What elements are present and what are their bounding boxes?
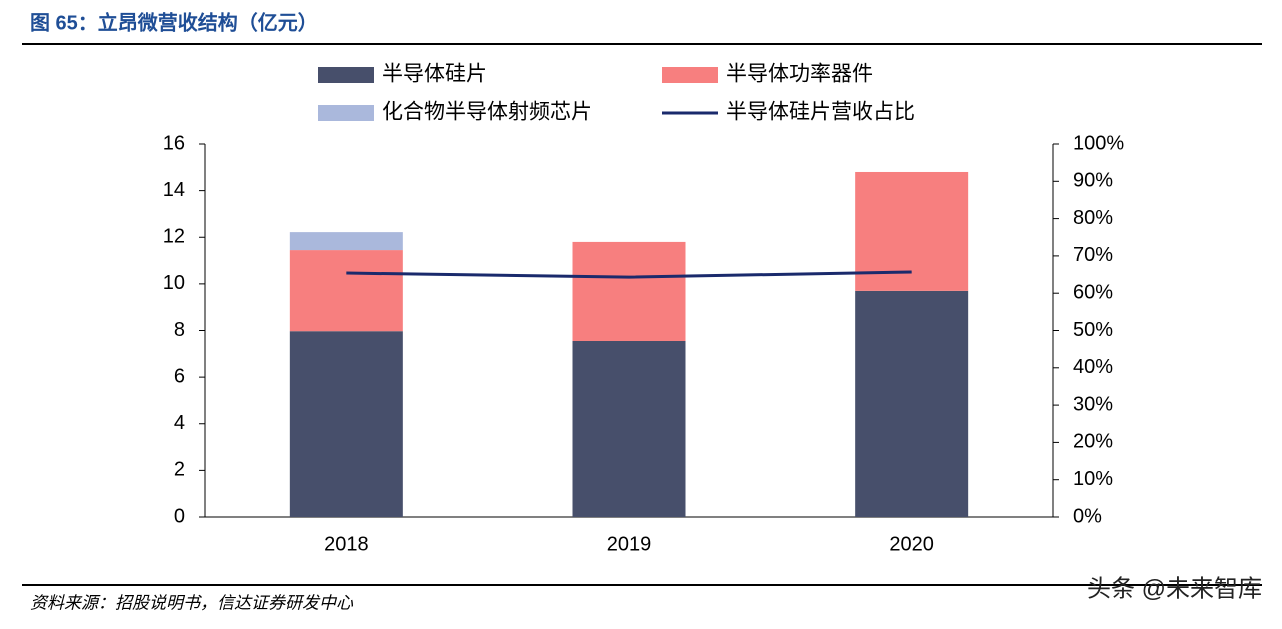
bar-segment: [572, 241, 686, 341]
watermark: 头条 @未来智库: [1087, 575, 1262, 602]
y2-tick-label: 20%: [1073, 431, 1113, 453]
y2-tick-label: 10%: [1073, 468, 1113, 490]
y-tick-label: 2: [174, 459, 185, 481]
y2-tick-label: 0%: [1073, 505, 1102, 527]
legend-swatch: [318, 67, 374, 83]
bar-segment: [572, 340, 686, 517]
x-tick-label: 2020: [889, 533, 934, 555]
y-tick-label: 6: [174, 365, 185, 387]
source-note: 资料来源：招股说明书，信达证券研发中心: [30, 593, 354, 612]
y2-tick-label: 40%: [1073, 356, 1113, 378]
bar-segment: [289, 250, 403, 332]
bar-segment: [855, 290, 969, 517]
bar-segment: [855, 171, 969, 291]
legend-swatch: [318, 105, 374, 121]
y-tick-label: 14: [163, 179, 185, 201]
bar-segment: [289, 331, 403, 517]
legend-label: 化合物半导体射频芯片: [382, 101, 592, 124]
y2-tick-label: 60%: [1073, 281, 1113, 303]
y2-tick-label: 80%: [1073, 207, 1113, 229]
bar-segment: [289, 232, 403, 251]
y2-tick-label: 70%: [1073, 244, 1113, 266]
y2-tick-label: 100%: [1073, 132, 1124, 154]
legend-label: 半导体功率器件: [726, 63, 873, 86]
y-tick-label: 10: [163, 272, 185, 294]
legend-label: 半导体硅片: [382, 63, 487, 86]
chart-title: 图 65：立昂微营收结构（亿元）: [30, 10, 318, 34]
line-series: [346, 270, 912, 279]
y2-tick-label: 50%: [1073, 319, 1113, 341]
y2-tick-label: 90%: [1073, 170, 1113, 192]
x-tick-label: 2018: [324, 533, 369, 555]
legend-swatch: [662, 67, 718, 83]
y-tick-label: 0: [174, 505, 185, 527]
y2-tick-label: 30%: [1073, 393, 1113, 415]
x-tick-label: 2019: [607, 533, 652, 555]
legend-label: 半导体硅片营收占比: [726, 101, 915, 124]
y-tick-label: 8: [174, 319, 185, 341]
y-tick-label: 4: [174, 412, 185, 434]
y-tick-label: 12: [163, 226, 185, 248]
y-tick-label: 16: [163, 132, 185, 154]
